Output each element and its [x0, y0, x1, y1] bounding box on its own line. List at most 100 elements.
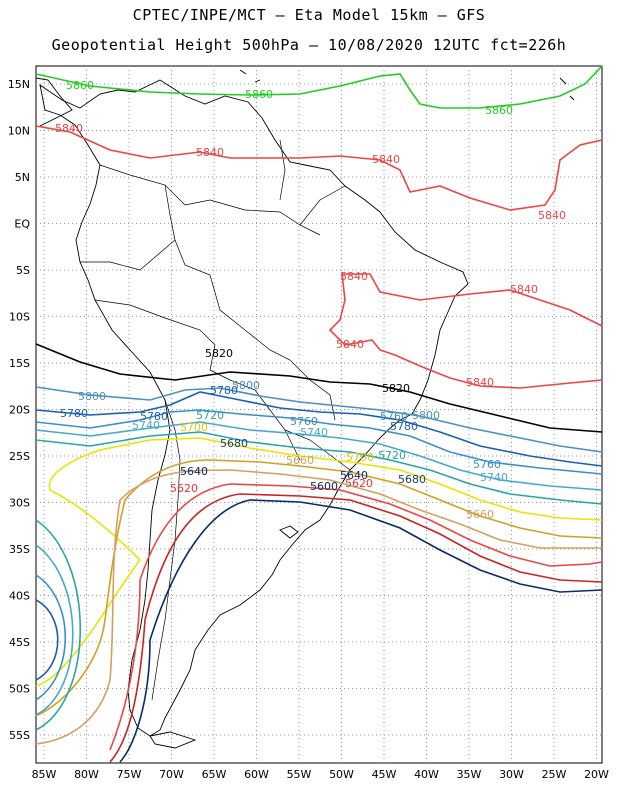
contour-5700	[35, 437, 603, 687]
contour-5600	[119, 499, 603, 763]
contour-label: 5760	[473, 458, 501, 471]
latitude-label: 15N	[8, 78, 30, 91]
contour-5800	[35, 386, 603, 453]
falkland-islands	[279, 525, 299, 539]
longitude-label: 60W	[244, 768, 269, 781]
longitude-label: 70W	[159, 768, 184, 781]
contour-label: 5660	[286, 454, 314, 467]
contour-label: 5800	[78, 390, 106, 403]
contour-labels: 5860 5860 5860 5840 5840 5840 5840 5840 …	[55, 79, 566, 521]
contour-label: 5660	[466, 508, 494, 521]
contour-label: 5760	[380, 410, 408, 423]
contour-5840	[35, 125, 603, 211]
latitude-label: 20S	[9, 404, 30, 417]
contour-label: 5860	[485, 104, 513, 117]
contour-label: 5780	[140, 410, 168, 423]
contour-label: 5600	[310, 480, 338, 493]
latitude-label: 50S	[9, 683, 30, 696]
contour-label: 5800	[412, 409, 440, 422]
contour-5860	[35, 65, 603, 109]
latitude-label: 5N	[15, 171, 30, 184]
contour-label: 5680	[220, 437, 248, 450]
contour-label: 5840	[55, 122, 83, 135]
contour-label: 5840	[538, 209, 566, 222]
latitude-label: 25S	[9, 450, 30, 463]
contour-label: 5700	[180, 421, 208, 434]
contour-label: 5840	[336, 338, 364, 351]
central-america-coastline	[35, 77, 73, 127]
longitude-label: 40W	[414, 768, 439, 781]
contour-5840-inner	[328, 273, 603, 389]
contour-label: 5820	[205, 347, 233, 360]
map-frame	[35, 65, 603, 764]
contour-label: 5780	[60, 407, 88, 420]
latitude-label: 55S	[9, 729, 30, 742]
contour-label: 5840	[510, 283, 538, 296]
contour-label: 5860	[66, 79, 94, 92]
contour-low-ring-2	[35, 544, 74, 716]
latitude-label: 45S	[9, 636, 30, 649]
contour-low-ring-1	[35, 519, 81, 731]
longitude-label: 20W	[584, 768, 609, 781]
longitude-label: 85W	[32, 768, 57, 781]
contour-label: 5840	[340, 270, 368, 283]
tierra-del-fuego	[149, 731, 197, 749]
latitude-label: 10N	[8, 125, 30, 138]
longitude-label: 80W	[74, 768, 99, 781]
contour-label: 5720	[196, 409, 224, 422]
caribbean-islands	[239, 69, 575, 101]
contour-label: 5860	[245, 88, 273, 101]
longitude-label: 75W	[117, 768, 142, 781]
longitude-label: 25W	[542, 768, 567, 781]
contour-label: 5820	[382, 382, 410, 395]
latitude-label: 5S	[16, 264, 30, 277]
longitude-label: 30W	[499, 768, 524, 781]
contour-low-ring-4	[35, 599, 59, 681]
contour-label: 5840	[196, 146, 224, 159]
contour-label: 5620	[170, 482, 198, 495]
contour-label: 5740	[480, 471, 508, 484]
contour-5820	[35, 343, 603, 433]
contour-label: 5720	[378, 449, 406, 462]
contour-5720	[35, 431, 603, 505]
contour-label: 5840	[466, 376, 494, 389]
contour-5780	[35, 391, 603, 467]
contour-label: 5780	[210, 384, 238, 397]
contour-5640	[109, 483, 603, 751]
contour-label: 5740	[300, 426, 328, 439]
contour-label: 5640	[340, 469, 368, 482]
longitude-label: 45W	[372, 768, 397, 781]
contour-label: 5740	[132, 419, 160, 432]
contour-5760	[35, 409, 603, 475]
contour-label: 5700	[346, 451, 374, 464]
country-borders	[80, 139, 351, 701]
contour-label: 5800	[232, 379, 260, 392]
latitude-label: 15S	[9, 357, 30, 370]
chart-title: CPTEC/INPE/MCT – Eta Model 15km – GFS	[132, 6, 486, 24]
longitude-label: 50W	[329, 768, 354, 781]
contour-lines	[35, 65, 603, 763]
contour-5620	[109, 493, 603, 763]
latitude-label: 30S	[9, 497, 30, 510]
contour-label: 5760	[290, 415, 318, 428]
latitude-label: EQ	[14, 218, 30, 231]
contour-5740	[35, 421, 603, 491]
contour-5680	[35, 459, 603, 717]
latitude-label: 35S	[9, 543, 30, 556]
longitude-label: 55W	[287, 768, 312, 781]
contour-label: 5840	[372, 153, 400, 166]
south-america-coastline	[39, 79, 469, 737]
graticule-grid	[36, 66, 602, 763]
latitude-label: 40S	[9, 590, 30, 603]
longitude-label: 65W	[202, 768, 227, 781]
contour-label: 5680	[398, 473, 426, 486]
longitude-labels: 85W 80W 75W 70W 65W 60W 55W 50W 45W 40W 35W 30W 25W 2…	[32, 768, 609, 781]
latitude-label: 10S	[9, 311, 30, 324]
latitude-labels: 15N 10N 5N EQ 5S 10S 15S 20S 25S 30S 35S 40S 45S 50S 5…	[8, 78, 31, 742]
contour-label: 5640	[180, 465, 208, 478]
contour-label: 5780	[390, 420, 418, 433]
chart-subtitle: Geopotential Height 500hPa – 10/08/2020 …	[51, 36, 567, 54]
contour-label: 5620	[345, 477, 373, 490]
coastlines	[35, 69, 575, 749]
